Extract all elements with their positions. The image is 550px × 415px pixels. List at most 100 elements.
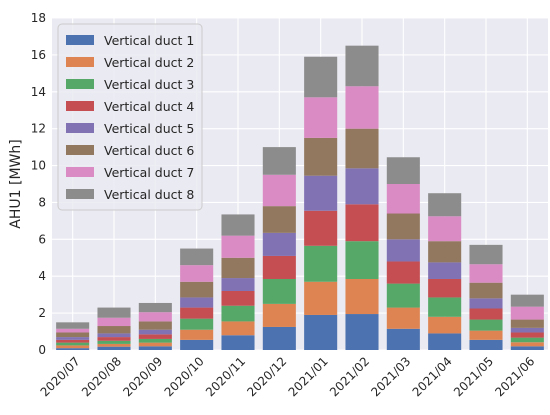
bar-segment [263,327,296,350]
y-tick-label: 10 [31,159,46,173]
bar-segment [387,308,420,329]
bar-segment [97,308,130,318]
bar-segment [139,330,172,335]
bar-segment [221,278,254,291]
bar-segment [511,332,544,337]
x-tick-label: 2020/08 [79,354,124,399]
bar-segment [304,97,337,138]
legend-swatch [66,167,94,177]
bar-segment [511,338,544,343]
bar-segment [345,314,378,350]
bar-segment [511,307,544,320]
bar-segment [345,86,378,128]
bar-segment [263,304,296,327]
bar-segment [469,283,502,299]
bar-segment [511,328,544,333]
bar-segment [56,329,89,333]
bar-segment [180,319,213,330]
x-tick-label: 2020/12 [244,354,289,399]
bar-segment [139,334,172,339]
bar-segment [263,147,296,175]
bar-segment [469,264,502,282]
x-tick-label: 2021/02 [327,354,372,399]
bar-segment [97,344,130,347]
bar-segment [221,236,254,258]
bar-segment [139,312,172,321]
y-axis-label: AHU1 [MWh] [8,139,24,228]
bar-segment [511,342,544,346]
bar-segment [56,322,89,328]
bar-segment [304,57,337,98]
y-tick-label: 2 [38,306,46,320]
x-tick-label: 2020/11 [203,354,248,399]
bar-segment [387,329,420,350]
legend-swatch [66,57,94,67]
bar-segment [304,315,337,350]
bar-segment [263,233,296,256]
x-tick-label: 2021/04 [410,354,455,399]
bar-segment [221,306,254,322]
bar-segment [263,206,296,233]
bar-segment [387,284,420,308]
bar-segment [263,175,296,206]
bar-segment [469,298,502,308]
x-tick-label: 2020/07 [38,354,83,399]
y-tick-labels: 0 2 4 6 8 10 12 14 16 18 [31,11,46,357]
bar-segment [97,341,130,344]
bar-segment [56,332,89,337]
bar-segment [304,176,337,211]
bar-segment [469,309,502,320]
bar-segment [428,333,461,350]
bar-segment [180,282,213,298]
legend-swatch [66,189,94,199]
x-tick-labels: 2020/072020/082020/092020/102020/112020/… [38,354,538,399]
bar-segment [180,297,213,307]
legend-frame [58,24,202,210]
legend-label: Vertical duct 2 [104,55,194,70]
bar-segment [428,216,461,241]
bar-segment [387,184,420,214]
bar-segment [139,321,172,329]
x-tick-label: 2021/01 [286,354,331,399]
bar-segment [180,330,213,340]
bar-segment [387,157,420,184]
bar-segment [221,335,254,350]
bar-segment [97,333,130,337]
legend-swatch [66,79,94,89]
legend-label: Vertical duct 8 [104,187,194,202]
bar-segment [304,246,337,282]
bar-segment [304,211,337,246]
bar-segment [469,320,502,331]
bar-segment [56,345,89,348]
bar-segment [263,256,296,279]
bar-segment [428,241,461,262]
bar-segment [180,249,213,266]
x-tick-label: 2021/03 [368,354,413,399]
bar-segment [304,138,337,176]
legend: Vertical duct 1 Vertical duct 2 Vertical d… [58,24,202,210]
legend-swatch [66,35,94,45]
legend-swatch [66,123,94,133]
bar-segment [304,282,337,315]
legend-label: Vertical duct 7 [104,165,194,180]
y-tick-label: 0 [38,343,46,357]
bar-segment [263,279,296,304]
bar-segment [97,326,130,333]
bar-segment [387,239,420,261]
bar-segment [469,331,502,340]
bar-segment [511,346,544,350]
y-tick-label: 14 [31,85,46,99]
bar-segment [345,46,378,87]
x-tick-label: 2021/05 [451,354,496,399]
bar-segment [56,337,89,340]
bar-segment [97,318,130,326]
bar-segment [345,241,378,279]
legend-swatch [66,101,94,111]
bar-segment [428,317,461,334]
bar-segment [221,291,254,306]
y-tick-label: 8 [38,195,46,209]
legend-label: Vertical duct 4 [104,99,194,114]
y-tick-label: 16 [31,48,46,62]
legend-label: Vertical duct 6 [104,143,194,158]
